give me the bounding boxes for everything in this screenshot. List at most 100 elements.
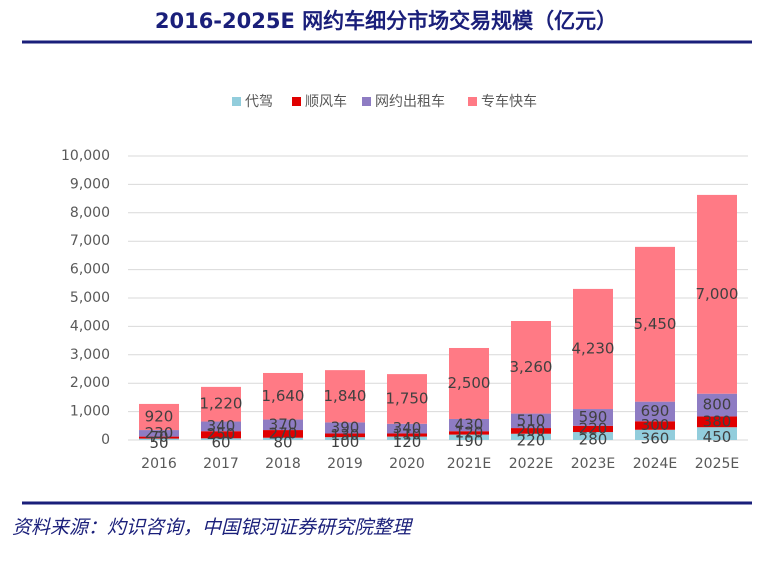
data-label: 590 [579,408,608,426]
data-label: 4,230 [572,339,615,357]
data-label: 690 [641,402,670,420]
bar-segment [697,194,737,394]
bar-segment [139,436,179,439]
x-tick-label: 2024E [633,456,677,472]
legend-label: 顺风车 [305,93,347,110]
x-tick-label: 2020 [389,456,425,472]
y-tick-label: 9,000 [70,176,110,192]
data-label: 270 [269,424,298,442]
data-label: 370 [269,415,298,433]
bar-segment [325,437,365,440]
data-label: 220 [579,419,608,437]
data-label: 120 [393,433,422,451]
x-tick-label: 2022E [509,456,553,472]
data-label: 430 [455,416,484,434]
y-tick-label: 6,000 [70,262,110,278]
data-label: 390 [331,418,360,436]
bar-segment [573,432,613,440]
data-label: 5,450 [634,315,677,333]
bar-segment [201,421,241,432]
data-label: 60 [211,434,230,452]
bar-segment [201,431,241,439]
bar-segment [635,246,675,402]
data-label: 510 [517,411,546,429]
bar-segment [697,427,737,440]
bar-segment [263,437,303,440]
bar-segment [449,347,489,419]
data-label: 1,640 [262,387,305,405]
data-label: 100 [331,433,360,451]
bar-segment [573,425,613,433]
data-label: 360 [641,429,670,447]
legend-swatch [292,97,301,106]
y-tick-label: 4,000 [70,318,110,334]
bar-segment [511,413,551,429]
bar-segment [201,438,241,440]
data-label: 1,220 [200,395,243,413]
data-label: 450 [703,428,732,446]
data-label: 380 [703,412,732,430]
data-label: 200 [517,421,546,439]
x-tick-label: 2017 [203,456,239,472]
data-label: 1,840 [324,387,367,405]
bar-segment [573,409,613,426]
bar-segment [635,429,675,440]
x-tick-label: 2019 [327,456,363,472]
legend-label: 专车快车 [481,93,537,110]
data-label: 340 [393,419,422,437]
bar-segment [635,421,675,430]
legend-swatch [468,97,477,106]
bar-segment [139,403,179,431]
bar-segment [325,422,365,434]
data-label: 250 [207,425,236,443]
y-tick-label: 8,000 [70,205,110,221]
x-tick-label: 2025E [695,456,739,472]
x-tick-label: 2023E [571,456,615,472]
bar-segment [139,438,179,440]
data-label: 110 [393,426,422,444]
x-tick-label: 2016 [141,456,177,472]
bar-segment [263,419,303,431]
bar-segment [697,393,737,417]
data-label: 190 [455,432,484,450]
y-tick-label: 0 [101,432,110,448]
data-label: 920 [145,407,174,425]
bar-segment [573,288,613,410]
data-label: 80 [273,433,292,451]
data-label: 50 [149,434,168,452]
data-label: 3,260 [510,358,553,376]
y-tick-label: 1,000 [70,404,110,420]
bar-segment [697,416,737,428]
bar-segment [263,372,303,420]
data-label: 70 [149,428,168,446]
bar-segment [325,370,365,423]
data-label: 2,500 [448,374,491,392]
data-label: 130 [331,426,360,444]
bar-segment [635,401,675,422]
data-label: 230 [145,424,174,442]
data-label: 120 [455,423,484,441]
legend-swatch [232,97,241,106]
bar-segment [263,430,303,438]
data-label: 1,750 [386,389,429,407]
data-label: 280 [579,431,608,449]
bar-segment [387,433,427,437]
data-label: 7,000 [696,285,739,303]
bar-segment [139,430,179,437]
legend-label: 网约出租车 [375,93,445,110]
bar-segment [449,434,489,440]
source-note: 资料来源：灼识咨询，中国银河证券研究院整理 [12,517,414,539]
y-tick-label: 5,000 [70,290,110,306]
legend-swatch [362,97,371,106]
bar-segment [449,431,489,435]
bar-segment [511,428,551,434]
chart-title: 2016-2025E 网约车细分市场交易规模（亿元） [155,9,617,33]
bar-segment [387,423,427,434]
legend-label: 代驾 [245,94,273,110]
bar-segment [511,321,551,414]
y-tick-label: 2,000 [70,375,110,391]
x-tick-label: 2018 [265,456,301,472]
y-tick-label: 3,000 [70,347,110,363]
data-label: 800 [703,396,732,414]
